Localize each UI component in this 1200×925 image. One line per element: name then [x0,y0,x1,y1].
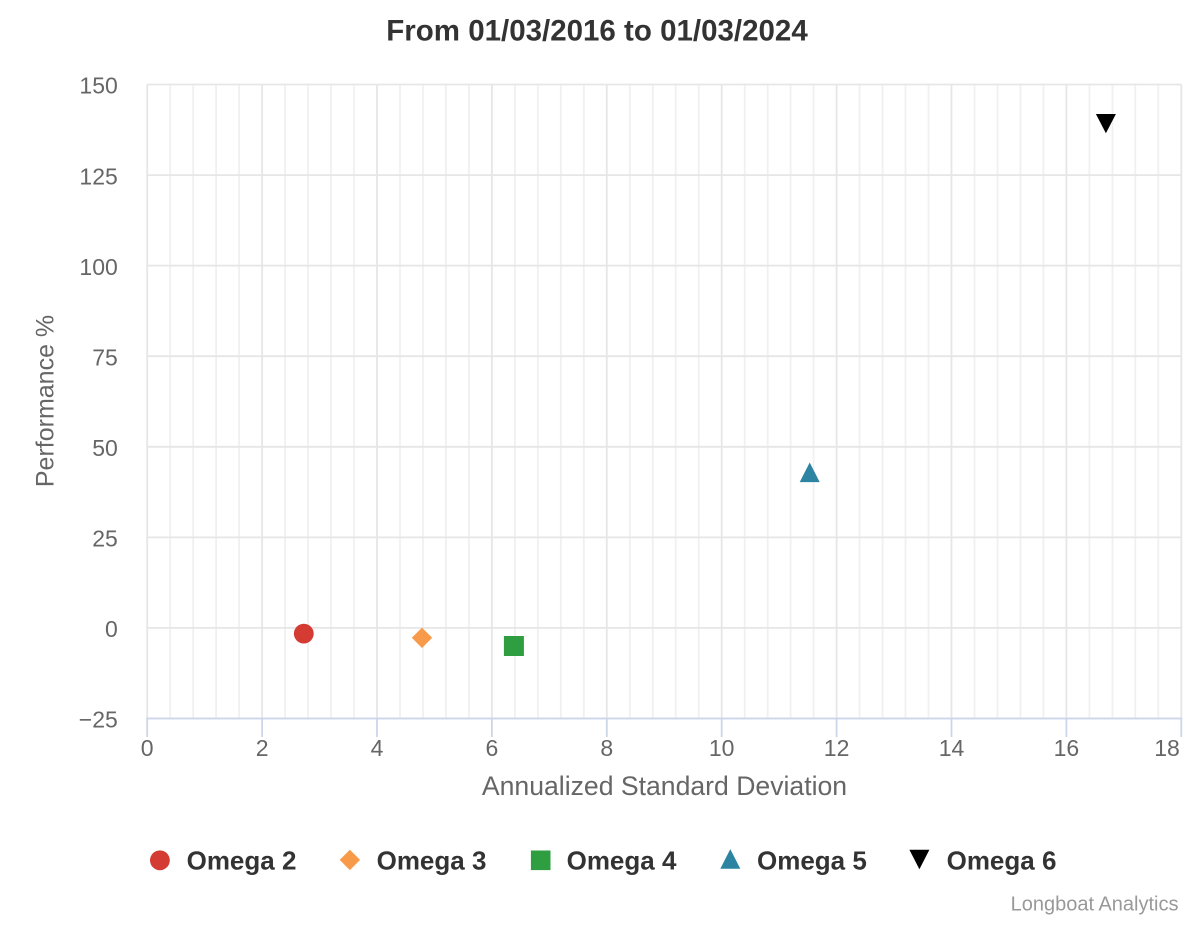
svg-text:8: 8 [600,735,613,761]
svg-text:0: 0 [141,735,154,761]
svg-text:From 01/03/2016 to 01/03/2024: From 01/03/2016 to 01/03/2024 [386,15,808,48]
svg-text:Omega 2: Omega 2 [187,845,297,875]
svg-text:100: 100 [79,254,117,280]
svg-text:10: 10 [709,735,735,761]
svg-text:125: 125 [79,163,117,189]
svg-text:16: 16 [1054,735,1080,761]
svg-text:14: 14 [939,735,965,761]
svg-text:6: 6 [486,735,499,761]
svg-text:Annualized Standard Deviation: Annualized Standard Deviation [482,771,847,801]
svg-text:Omega 6: Omega 6 [947,845,1057,875]
svg-text:150: 150 [79,73,117,99]
svg-text:Omega 5: Omega 5 [757,845,867,875]
svg-text:0: 0 [105,616,118,642]
svg-text:−25: −25 [79,707,118,733]
svg-text:4: 4 [371,735,384,761]
svg-text:Omega 4: Omega 4 [567,845,677,875]
svg-text:25: 25 [92,526,118,552]
svg-text:Performance %: Performance % [32,315,60,487]
svg-text:50: 50 [92,435,118,461]
svg-text:2: 2 [256,735,269,761]
svg-text:75: 75 [92,344,118,370]
svg-text:Omega 3: Omega 3 [377,845,487,875]
svg-text:18: 18 [1154,735,1180,761]
svg-text:Longboat Analytics: Longboat Analytics [1011,894,1179,916]
svg-text:12: 12 [824,735,850,761]
